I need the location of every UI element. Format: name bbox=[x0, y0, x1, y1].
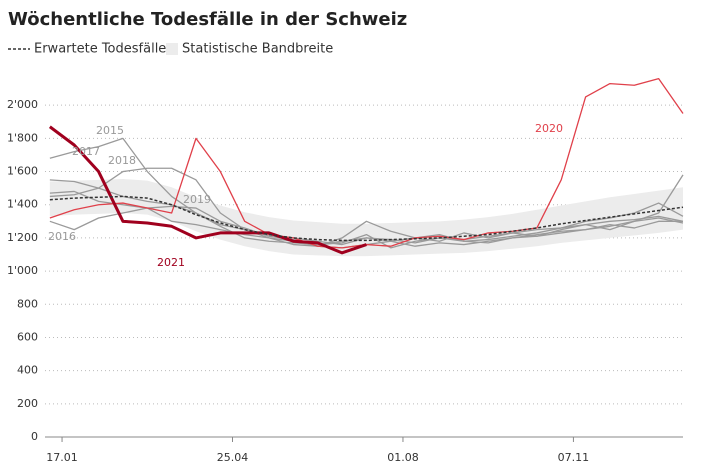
line bbox=[49, 195, 684, 242]
x-tick-label: 17.01 bbox=[46, 451, 78, 464]
y-tick-label: 1'200 bbox=[7, 231, 38, 244]
series-label: 2017 bbox=[72, 145, 100, 158]
y-tick-label: 200 bbox=[17, 397, 38, 410]
series-label: 2018 bbox=[108, 154, 136, 167]
line bbox=[49, 179, 684, 246]
series-label: 2021 bbox=[157, 256, 185, 269]
line bbox=[48, 125, 367, 255]
y-tick-label: 1'000 bbox=[7, 264, 38, 277]
x-tick-label: 25.04 bbox=[217, 451, 249, 464]
y-tick-label: 2'000 bbox=[7, 98, 38, 111]
series-label: 2015 bbox=[96, 124, 124, 137]
series-label: 2020 bbox=[535, 122, 563, 135]
y-tick-label: 1'600 bbox=[7, 165, 38, 178]
line bbox=[49, 77, 684, 249]
x-tick-label: 01.08 bbox=[387, 451, 419, 464]
series-label: 2016 bbox=[48, 230, 76, 243]
chart-title: Wöchentliche Todesfälle in der Schweiz bbox=[8, 9, 407, 30]
y-tick-label: 1'800 bbox=[7, 131, 38, 144]
line bbox=[49, 190, 684, 249]
line bbox=[49, 167, 684, 247]
legend-swatch bbox=[166, 43, 178, 55]
y-tick-label: 800 bbox=[17, 297, 38, 310]
legend-label: Statistische Bandbreite bbox=[182, 42, 333, 57]
legend-label: Erwartete Todesfälle bbox=[34, 42, 166, 57]
y-tick-label: 600 bbox=[17, 330, 38, 343]
y-tick-label: 0 bbox=[31, 430, 38, 443]
x-tick-label: 07.11 bbox=[558, 451, 590, 464]
y-tick-label: 400 bbox=[17, 364, 38, 377]
series-label: 2019 bbox=[183, 193, 211, 206]
y-tick-label: 1'400 bbox=[7, 198, 38, 211]
